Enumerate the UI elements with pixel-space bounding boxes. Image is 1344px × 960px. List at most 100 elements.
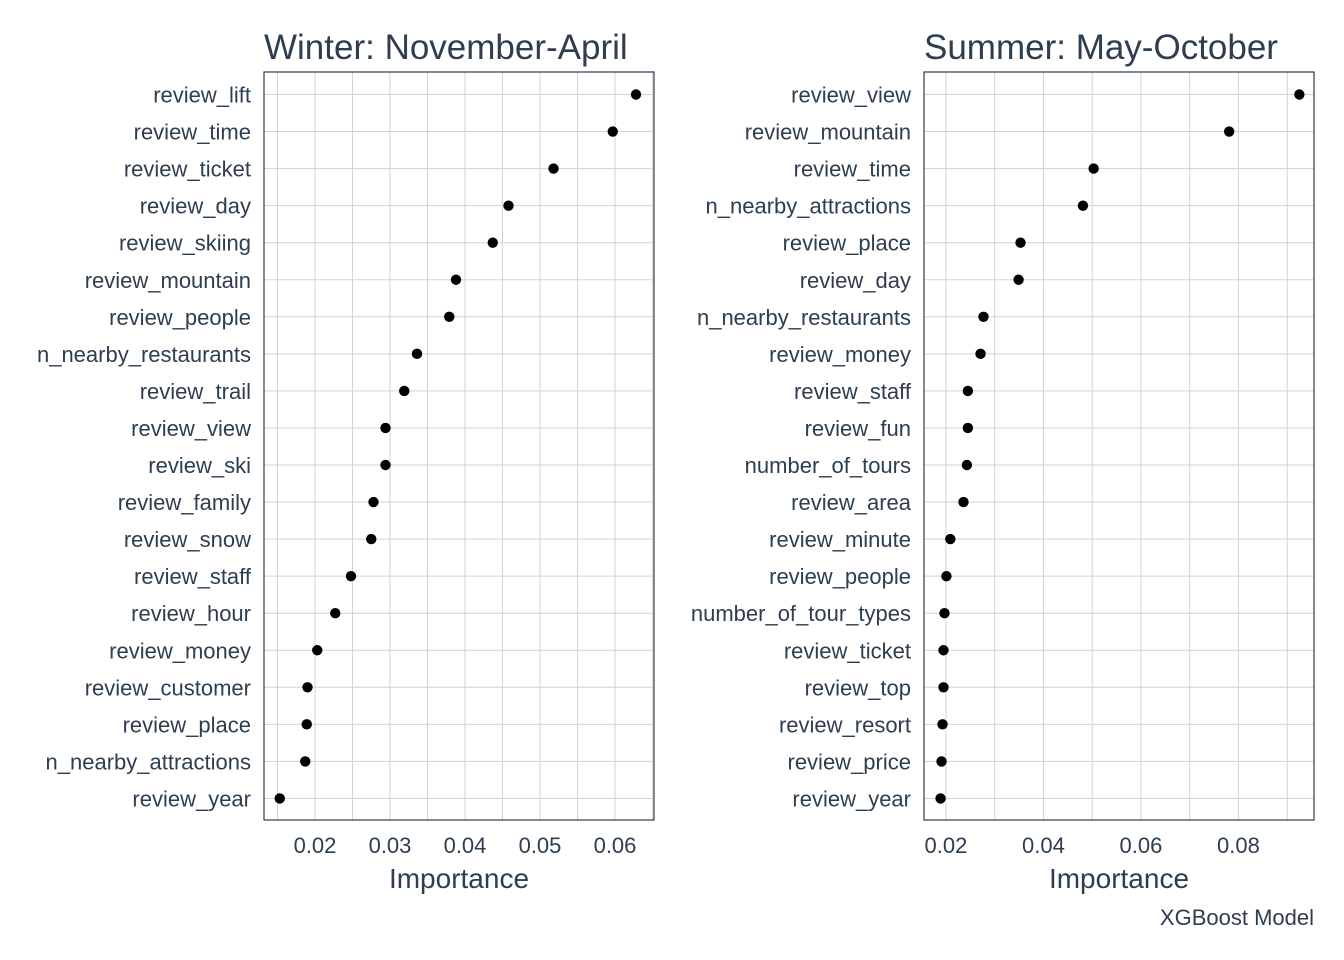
summer-y-tick-label: n_nearby_restaurants xyxy=(697,305,911,330)
summer-x-tick-label: 0.04 xyxy=(1022,833,1065,858)
winter-y-tick-label: review_ski xyxy=(148,453,251,478)
summer-data-point xyxy=(1223,126,1235,137)
winter-y-tick-label: review_view xyxy=(131,416,251,441)
summer-y-tick-label: number_of_tour_types xyxy=(691,601,911,626)
summer-data-point xyxy=(1013,274,1024,285)
summer-x-tick-label: 0.06 xyxy=(1120,833,1163,858)
summer-y-tick-label: review_view xyxy=(791,83,911,108)
summer-y-tick-label: review_ticket xyxy=(784,638,911,663)
model-caption: XGBoost Model xyxy=(1160,905,1314,930)
winter-data-point xyxy=(345,570,357,582)
summer-y-tick-label: review_time xyxy=(794,157,911,182)
summer-data-point xyxy=(1015,237,1026,248)
summer-y-tick-label: n_nearby_attractions xyxy=(706,194,911,219)
winter-y-tick-label: n_nearby_attractions xyxy=(46,749,251,774)
winter-data-point xyxy=(312,645,323,656)
winter-y-tick-label: review_snow xyxy=(124,527,251,552)
summer-y-tick-label: number_of_tours xyxy=(745,453,911,478)
summer-data-point xyxy=(962,422,974,434)
summer-y-tick-label: review_place xyxy=(783,231,911,256)
winter-data-point xyxy=(630,89,642,100)
winter-grid xyxy=(264,72,654,820)
winter-data-point xyxy=(366,533,377,545)
summer-dots xyxy=(935,89,1305,804)
winter-dots xyxy=(274,89,642,804)
summer-data-point xyxy=(1077,200,1089,211)
winter-data-point xyxy=(399,385,410,397)
winter-data-point xyxy=(330,608,341,619)
winter-y-tick-label: review_place xyxy=(123,712,251,737)
summer-data-point xyxy=(937,719,948,730)
winter-x-axis-label: Importance xyxy=(389,863,529,894)
summer-data-point xyxy=(1294,89,1305,100)
winter-x-tick-label: 0.03 xyxy=(369,833,412,858)
summer-grid xyxy=(924,72,1314,820)
winter-data-point xyxy=(450,274,462,285)
winter-x-tick-label: 0.05 xyxy=(519,833,562,858)
summer-data-point xyxy=(941,570,952,582)
winter-y-tick-label: review_lift xyxy=(153,83,251,108)
summer-x-tick-label: 0.08 xyxy=(1217,833,1260,858)
winter-panel: Winter: November-April review_liftreview… xyxy=(37,28,655,894)
winter-y-tick-label: review_skiing xyxy=(119,231,251,256)
summer-data-point xyxy=(978,311,989,322)
summer-plot-border xyxy=(923,71,1315,821)
summer-panel-title: Summer: May-October xyxy=(924,28,1278,67)
winter-data-point xyxy=(411,348,423,360)
winter-data-point xyxy=(302,682,313,693)
winter-y-tick-label: review_family xyxy=(118,490,251,515)
summer-y-tick-label: review_price xyxy=(788,749,912,774)
summer-data-point xyxy=(958,496,969,508)
winter-y-tick-label: review_time xyxy=(134,120,251,145)
summer-data-point xyxy=(975,348,986,360)
winter-data-point xyxy=(380,459,391,471)
winter-plot-border xyxy=(263,71,655,821)
winter-data-point xyxy=(487,237,498,248)
winter-y-tick-label: review_hour xyxy=(131,601,251,626)
winter-data-point xyxy=(301,719,312,730)
summer-y-tick-label: review_fun xyxy=(805,416,911,441)
summer-data-point xyxy=(936,756,947,767)
summer-data-point xyxy=(945,533,956,545)
winter-data-point xyxy=(300,756,311,767)
summer-data-point xyxy=(938,645,949,656)
winter-y-tick-label: review_day xyxy=(140,194,251,219)
winter-x-tick-label: 0.02 xyxy=(294,833,337,858)
summer-x-axis-label: Importance xyxy=(1049,863,1189,894)
summer-y-tick-label: review_staff xyxy=(794,379,912,404)
winter-x-tick-label: 0.06 xyxy=(594,833,637,858)
summer-y-tick-label: review_top xyxy=(805,675,911,700)
summer-y-tick-label: review_money xyxy=(769,342,911,367)
summer-data-point xyxy=(939,608,950,619)
summer-data-point xyxy=(938,682,949,693)
summer-y-tick-label: review_year xyxy=(792,786,911,811)
winter-x-tick-labels: 0.02 0.03 0.04 0.05 0.06 xyxy=(294,833,637,858)
winter-panel-title: Winter: November-April xyxy=(264,28,628,67)
winter-y-tick-label: review_people xyxy=(109,305,251,330)
winter-y-tick-label: review_ticket xyxy=(124,157,251,182)
summer-data-point xyxy=(961,459,973,471)
winter-data-point xyxy=(607,126,618,137)
winter-y-tick-label: review_trail xyxy=(140,379,251,404)
summer-panel: Summer: May-October review_view review_mo… xyxy=(691,28,1315,894)
winter-y-tick-labels: review_lift review_time review_ticketrevie… xyxy=(37,83,252,812)
winter-data-point xyxy=(274,793,285,804)
winter-y-tick-label: review_customer xyxy=(85,675,251,700)
winter-y-tick-label: review_money xyxy=(109,638,251,663)
winter-data-point xyxy=(444,311,455,322)
summer-x-tick-label: 0.02 xyxy=(925,833,968,858)
winter-x-tick-label: 0.04 xyxy=(444,833,487,858)
winter-y-tick-label: n_nearby_restaurants xyxy=(37,342,251,367)
winter-data-point xyxy=(548,163,559,174)
winter-y-tick-label: review_staff xyxy=(134,564,252,589)
summer-data-point xyxy=(962,385,974,397)
winter-y-tick-label: review_mountain xyxy=(85,268,251,293)
summer-y-tick-labels: review_view review_mountain review_time n_n… xyxy=(691,83,912,812)
summer-y-tick-label: review_resort xyxy=(779,712,911,737)
summer-y-tick-label: review_minute xyxy=(769,527,911,552)
summer-data-point xyxy=(1088,163,1099,174)
winter-data-point xyxy=(368,496,379,508)
winter-y-tick-label: review_year xyxy=(132,786,251,811)
summer-y-tick-label: review_area xyxy=(791,490,912,515)
